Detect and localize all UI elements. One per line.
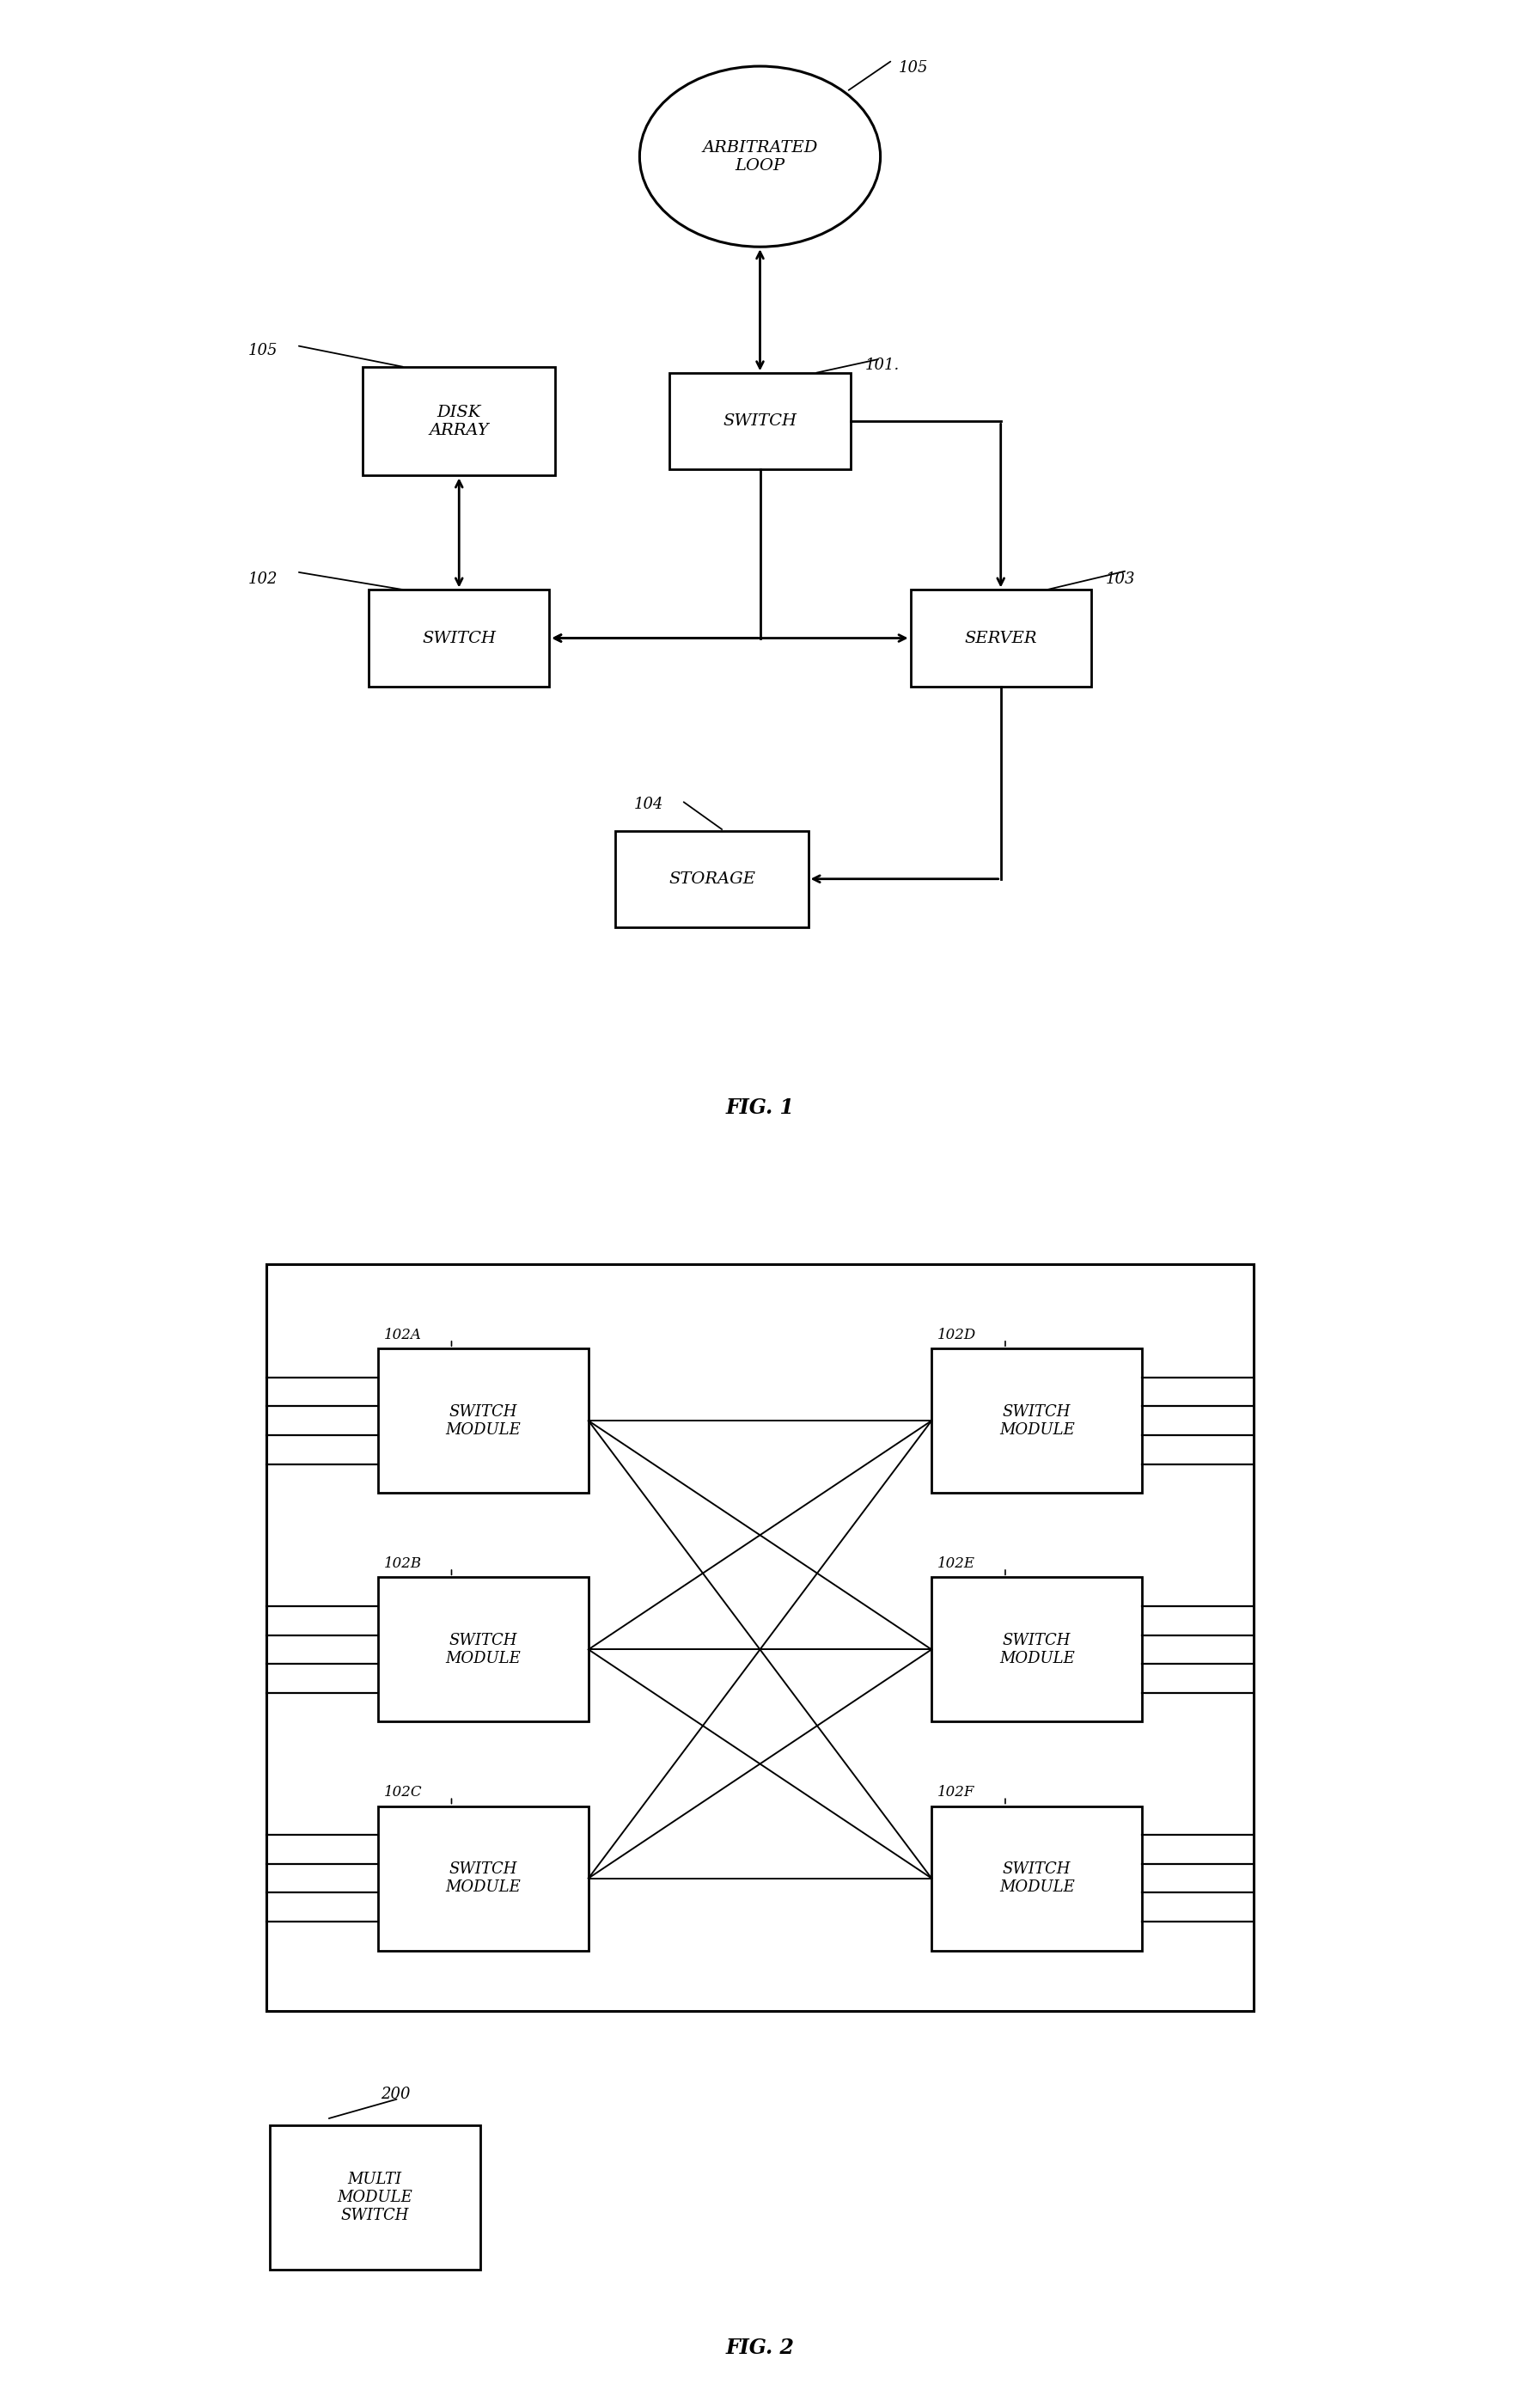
Text: SWITCH
MODULE: SWITCH MODULE xyxy=(999,1404,1075,1438)
Bar xyxy=(932,1806,1142,1950)
Text: FIG. 2: FIG. 2 xyxy=(725,2338,795,2357)
Text: ARBITRATED
LOOP: ARBITRATED LOOP xyxy=(702,140,818,173)
Text: 102F: 102F xyxy=(938,1784,974,1799)
Bar xyxy=(378,1348,588,1493)
Text: SWITCH
MODULE: SWITCH MODULE xyxy=(445,1633,521,1666)
Text: 102C: 102C xyxy=(385,1784,423,1799)
Text: MULTI
MODULE
SWITCH: MULTI MODULE SWITCH xyxy=(337,2172,412,2223)
Bar xyxy=(269,2124,480,2268)
Bar xyxy=(363,366,555,477)
Text: STORAGE: STORAGE xyxy=(669,872,755,886)
Text: SWITCH
MODULE: SWITCH MODULE xyxy=(445,1861,521,1895)
Bar xyxy=(378,1577,588,1722)
Bar xyxy=(369,590,549,686)
Text: 102D: 102D xyxy=(938,1327,976,1341)
Text: SWITCH
MODULE: SWITCH MODULE xyxy=(999,1861,1075,1895)
Text: 104: 104 xyxy=(634,797,663,811)
Text: 102A: 102A xyxy=(385,1327,421,1341)
Text: 102: 102 xyxy=(248,573,278,588)
Text: 103: 103 xyxy=(1105,573,1135,588)
Text: SWITCH: SWITCH xyxy=(423,631,496,645)
Text: 105: 105 xyxy=(248,344,278,359)
Bar xyxy=(378,1806,588,1950)
Bar xyxy=(932,1577,1142,1722)
Text: SWITCH
MODULE: SWITCH MODULE xyxy=(999,1633,1075,1666)
Bar xyxy=(266,1264,1254,2011)
Text: SERVER: SERVER xyxy=(965,631,1037,645)
Bar xyxy=(670,373,850,470)
Text: 200: 200 xyxy=(382,2088,410,2102)
Text: 102B: 102B xyxy=(385,1556,421,1570)
Ellipse shape xyxy=(640,67,880,246)
Bar xyxy=(910,590,1091,686)
Text: FIG. 1: FIG. 1 xyxy=(725,1098,795,1117)
Text: 105: 105 xyxy=(898,60,929,75)
Text: 101.: 101. xyxy=(865,359,900,373)
Text: SWITCH
MODULE: SWITCH MODULE xyxy=(445,1404,521,1438)
Text: DISK
ARRAY: DISK ARRAY xyxy=(429,405,489,438)
Text: 102E: 102E xyxy=(938,1556,976,1570)
Bar xyxy=(616,831,809,927)
Bar xyxy=(932,1348,1142,1493)
Text: SWITCH: SWITCH xyxy=(724,414,796,429)
